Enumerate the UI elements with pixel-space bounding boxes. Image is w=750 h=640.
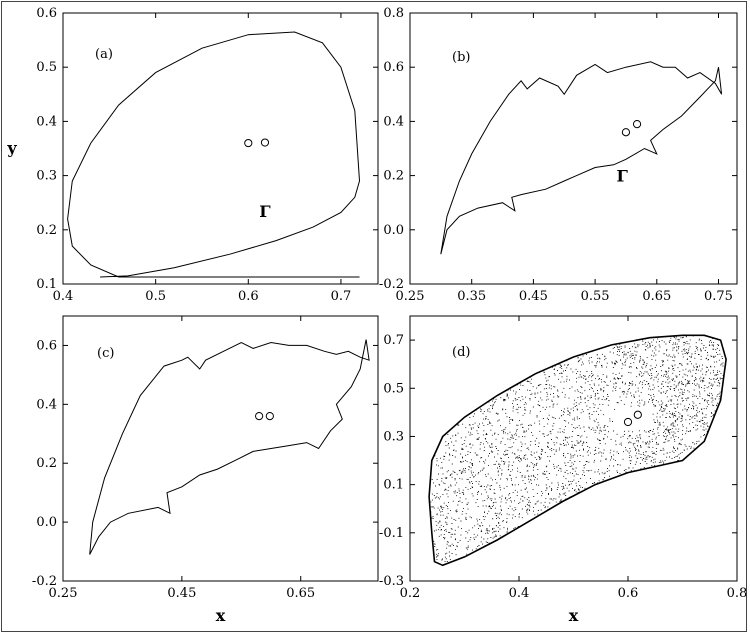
- y-tick-label-d-0: -0.3: [379, 574, 404, 589]
- x-tick-label-d-2: 0.6: [618, 586, 639, 601]
- attractor-points-d: [430, 335, 727, 564]
- panel-label-b: (b): [452, 50, 470, 65]
- plot-area-b: [409, 12, 738, 285]
- y-tick-label-c-1: 0.0: [36, 515, 57, 530]
- fixed-point-c-0: [255, 412, 264, 421]
- panel-c: 0.25 0.45 0.65 -0.2 0.0 0.2 0.4 0.6 x (c): [32, 315, 379, 625]
- x-tick-label-b-1: 0.35: [457, 289, 486, 304]
- attractor-outline-d: [428, 334, 727, 567]
- series-curve-c-0: [89, 339, 370, 555]
- series-curve-b-0: [440, 61, 723, 255]
- x-tick-label-b-3: 0.55: [581, 289, 610, 304]
- x-axis-label-c: x: [216, 606, 226, 625]
- panel-d: 0.2 0.4 0.6 0.8 -0.3 -0.1 0.1 0.3 0.5 0.7 x (d): [379, 315, 748, 625]
- y-tick-label-c-0: -0.2: [32, 574, 57, 589]
- fixed-point-d-0: [623, 417, 633, 427]
- panel-label-a: (a): [95, 47, 113, 62]
- x-axis-label-d: x: [569, 606, 579, 625]
- y-tick-label-c-3: 0.4: [36, 397, 57, 412]
- plot-area-d: [409, 315, 738, 582]
- series-curve-a-0: [67, 31, 361, 278]
- x-tick-label-a-2: 0.6: [238, 289, 259, 304]
- fixed-point-a-0: [244, 138, 253, 148]
- y-tick-label-c-4: 0.6: [36, 338, 57, 353]
- x-tick-label-b-4: 0.65: [642, 289, 671, 304]
- x-tick-label-d-0: 0.2: [400, 586, 421, 601]
- fixed-point-b-0: [621, 128, 631, 137]
- x-tick-label-b-5: 0.75: [704, 289, 733, 304]
- y-tick-label-d-1: -0.1: [379, 526, 404, 541]
- x-tick-label-d-3: 0.8: [727, 586, 748, 601]
- y-tick-label-c-2: 0.2: [36, 456, 57, 471]
- x-tick-label-c-2: 0.65: [286, 586, 315, 601]
- data-layer-c: [89, 339, 370, 555]
- data-layer-a: [67, 31, 361, 278]
- panel-b: 0.25 0.35 0.45 0.55 0.65 0.75 -0.2 0.0 0.2 0.4 0.6…: [379, 6, 738, 304]
- y-tick-label-a-5: 0.6: [36, 6, 57, 21]
- fixed-point-c-1: [265, 412, 274, 421]
- y-tick-label-b-3: 0.4: [383, 114, 404, 129]
- panel-label-c: (c): [97, 346, 114, 361]
- y-tick-label-b-1: 0.0: [383, 223, 404, 238]
- y-tick-label-d-2: 0.1: [383, 478, 404, 493]
- y-tick-label-b-4: 0.6: [383, 60, 404, 75]
- x-tick-label-a-3: 0.7: [331, 289, 352, 304]
- y-tick-label-d-4: 0.5: [383, 381, 404, 396]
- curve-label-a: Γ: [259, 202, 271, 221]
- x-tick-label-b-0: 0.25: [396, 289, 425, 304]
- fixed-point-b-1: [632, 120, 642, 129]
- fixed-point-d-1: [633, 410, 642, 419]
- y-tick-label-b-5: 0.8: [383, 6, 404, 21]
- x-tick-label-c-0: 0.25: [49, 586, 78, 601]
- plot-area-a: [62, 12, 379, 285]
- y-tick-label-d-3: 0.3: [383, 429, 404, 444]
- data-layer-d: [428, 334, 727, 567]
- y-tick-label-b-0: -0.2: [379, 277, 404, 292]
- data-layer-b: [440, 61, 723, 255]
- y-axis-label-a: y: [6, 139, 17, 158]
- x-tick-label-a-0: 0.4: [53, 289, 74, 304]
- panel-label-d: (d): [452, 345, 470, 360]
- y-tick-label-a-3: 0.4: [36, 114, 57, 129]
- fixed-point-a-1: [260, 138, 270, 147]
- y-tick-label-d-5: 0.7: [383, 333, 404, 348]
- panel-a: 0.4 0.5 0.6 0.7 0.1 0.2 0.3 0.4 0.5 0.6 y (a) Γ: [6, 6, 379, 304]
- x-tick-label-b-2: 0.45: [519, 289, 548, 304]
- y-tick-label-a-4: 0.5: [36, 60, 57, 75]
- plot-area-c: [62, 315, 379, 582]
- x-tick-label-a-1: 0.5: [145, 289, 166, 304]
- y-tick-label-a-1: 0.2: [36, 223, 57, 238]
- x-tick-label-c-1: 0.45: [167, 586, 196, 601]
- curve-label-b: Γ: [617, 167, 629, 186]
- x-tick-label-d-1: 0.4: [509, 586, 530, 601]
- y-tick-label-a-0: 0.1: [36, 277, 57, 292]
- y-tick-label-a-2: 0.3: [36, 169, 57, 184]
- y-tick-label-b-2: 0.2: [383, 169, 404, 184]
